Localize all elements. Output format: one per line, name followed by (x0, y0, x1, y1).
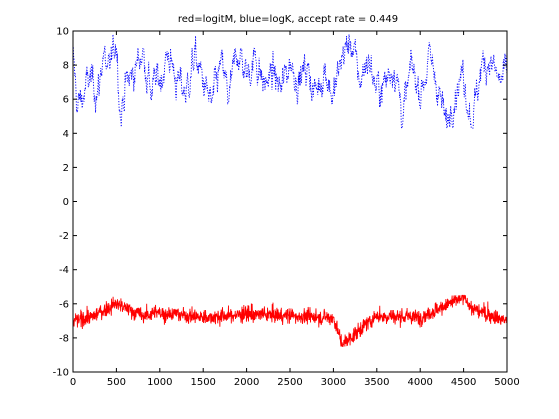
x-tick-label: 500 (107, 377, 126, 388)
x-tick-label: 4000 (407, 377, 432, 388)
series-layer (73, 34, 507, 347)
y-tick-label: -8 (59, 333, 69, 344)
y-tick-label: -10 (53, 368, 69, 379)
y-tick-label: 10 (56, 27, 69, 38)
x-tick-label: 5000 (494, 377, 519, 388)
series-line-logk (73, 34, 507, 130)
x-tick-label: 1000 (147, 377, 172, 388)
y-tick-label: -6 (59, 299, 69, 310)
x-tick-label: 2500 (277, 377, 302, 388)
y-tick-label: 2 (63, 163, 69, 174)
y-tick-label: 6 (63, 95, 69, 106)
y-tick-label: 8 (63, 61, 69, 72)
y-tick-label: 4 (63, 129, 69, 140)
y-tick-label: 0 (63, 197, 69, 208)
x-tick-label: 3000 (321, 377, 346, 388)
x-tick-label: 4500 (451, 377, 476, 388)
series-line-logitm (73, 294, 507, 347)
x-tick-label: 1500 (190, 377, 215, 388)
x-tick-label: 3500 (364, 377, 389, 388)
plot-frame (72, 30, 508, 373)
ticks-layer: 0 500 1000 1500 2000 2500 3000 3500 4000 4500 5000… (53, 27, 520, 389)
x-tick-label: 2000 (234, 377, 259, 388)
chart-title: red=logitM, blue=logK, accept rate = 0.4… (178, 14, 398, 25)
y-tick-label: -4 (59, 265, 69, 276)
x-tick-label: 0 (70, 377, 76, 388)
y-tick-label: -2 (59, 231, 69, 242)
